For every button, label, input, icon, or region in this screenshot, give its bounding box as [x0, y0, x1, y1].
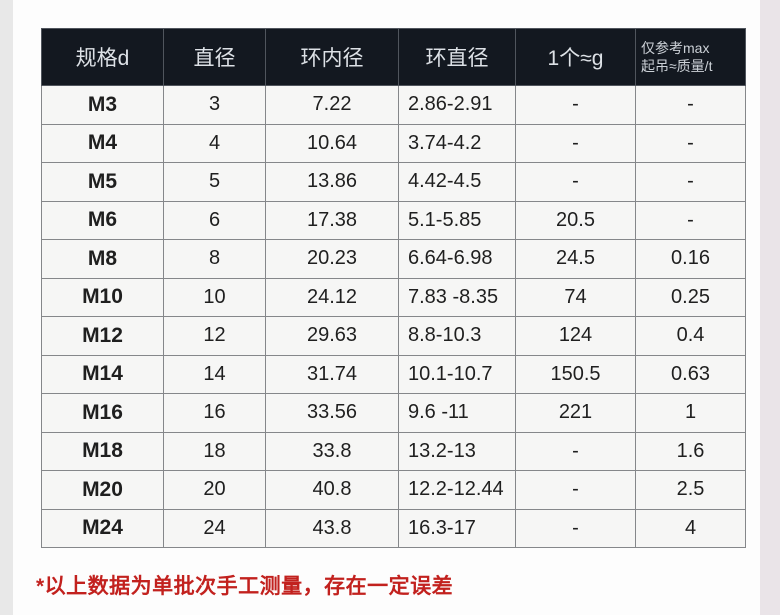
cell-weight_g: -: [515, 162, 636, 202]
left-edge-strip: [0, 0, 13, 615]
cell-ring_inner_diameter: 20.23: [265, 239, 399, 279]
cell-diameter: 24: [163, 508, 266, 548]
header-cell-weight: 1个≈g: [515, 28, 636, 86]
cell-ring_inner_diameter: 43.8: [265, 508, 399, 548]
cell-ring_inner_diameter: 33.56: [265, 393, 399, 433]
cell-ring_inner_diameter: 24.12: [265, 277, 399, 317]
header-max-line1: 仅参考max: [641, 39, 710, 56]
cell-spec: M5: [41, 162, 164, 202]
table-row: M5 5 13.86 4.42-4.5- -: [41, 162, 746, 202]
cell-diameter: 14: [163, 354, 266, 394]
cell-max_lift_t: 4: [635, 508, 746, 548]
cell-diameter: 5: [163, 162, 266, 202]
cell-weight_g: 150.5: [515, 354, 636, 394]
table-row: M10 10 24.12 7.83 -8.35 74 0.25: [41, 277, 746, 317]
cell-weight_g: 24.5: [515, 239, 636, 279]
cell-max_lift_t: -: [635, 162, 746, 202]
cell-spec: M3: [41, 85, 164, 125]
cell-weight_g: 221: [515, 393, 636, 433]
cell-max_lift_t: 2.5: [635, 470, 746, 510]
cell-ring_diameter: 3.74-4.2: [398, 123, 516, 163]
cell-weight_g: -: [515, 470, 636, 510]
cell-ring_inner_diameter: 13.86: [265, 162, 399, 202]
cell-ring_diameter: 2.86-2.91: [398, 85, 516, 125]
cell-weight_g: 124: [515, 316, 636, 356]
cell-weight_g: 74: [515, 277, 636, 317]
cell-weight_g: 20.5: [515, 200, 636, 240]
cell-spec: M10: [41, 277, 164, 317]
cell-ring_diameter: 16.3-17: [398, 508, 516, 548]
table-row: M14 14 31.74 10.1-10.7 150.5 0.63: [41, 354, 746, 394]
cell-ring_diameter: 5.1-5.85: [398, 200, 516, 240]
table-row: M3 3 7.22 2.86-2.91- -: [41, 85, 746, 125]
cell-ring_diameter: 8.8-10.3: [398, 316, 516, 356]
cell-max_lift_t: 0.25: [635, 277, 746, 317]
cell-max_lift_t: -: [635, 85, 746, 125]
cell-spec: M14: [41, 354, 164, 394]
cell-spec: M18: [41, 431, 164, 471]
cell-diameter: 20: [163, 470, 266, 510]
cell-diameter: 4: [163, 123, 266, 163]
header-cell-ring-inner-diameter: 环内径: [265, 28, 399, 86]
table-row: M6 6 17.38 5.1-5.85 20.5-: [41, 200, 746, 240]
header-cell-ring-diameter: 环直径: [398, 28, 516, 86]
table-row: M12 12 29.63 8.8-10.3 124 0.4: [41, 316, 746, 356]
cell-max_lift_t: 0.4: [635, 316, 746, 356]
cell-spec: M16: [41, 393, 164, 433]
header-cell-max-lift: 仅参考max 起吊≈质量/t: [635, 28, 746, 86]
cell-ring_diameter: 12.2-12.44: [398, 470, 516, 510]
cell-ring_diameter: 13.2-13: [398, 431, 516, 471]
cell-weight_g: -: [515, 508, 636, 548]
cell-diameter: 16: [163, 393, 266, 433]
cell-spec: M24: [41, 508, 164, 548]
cell-spec: M20: [41, 470, 164, 510]
cell-ring_inner_diameter: 17.38: [265, 200, 399, 240]
table-row: M4 4 10.64 3.74-4.2- -: [41, 123, 746, 163]
right-edge-strip: [760, 0, 780, 615]
cell-ring_inner_diameter: 33.8: [265, 431, 399, 471]
cell-diameter: 18: [163, 431, 266, 471]
cell-diameter: 12: [163, 316, 266, 356]
table-row: M24 24 43.8 16.3-17-4: [41, 508, 746, 548]
cell-ring_diameter: 10.1-10.7: [398, 354, 516, 394]
cell-max_lift_t: -: [635, 200, 746, 240]
header-cell-spec: 规格d: [41, 28, 164, 86]
cell-ring_inner_diameter: 29.63: [265, 316, 399, 356]
cell-ring_diameter: 7.83 -8.35: [398, 277, 516, 317]
cell-spec: M6: [41, 200, 164, 240]
table-row: M8 8 20.23 6.64-6.98 24.5 0.16: [41, 239, 746, 279]
table-body: M3 3 7.22 2.86-2.91- - M4 4 10.64 3.74-4.2- - M5 5 1…: [41, 85, 746, 548]
cell-spec: M12: [41, 316, 164, 356]
table-header-row: 规格d 直径 环内径 环直径 1个≈g 仅参考max 起吊≈质量/t: [41, 28, 746, 86]
cell-diameter: 8: [163, 239, 266, 279]
cell-max_lift_t: 1.6: [635, 431, 746, 471]
cell-ring_inner_diameter: 10.64: [265, 123, 399, 163]
table-row: M16 16 33.56 9.6 -11 221 1: [41, 393, 746, 433]
cell-spec: M8: [41, 239, 164, 279]
cell-weight_g: -: [515, 85, 636, 125]
footnote-note: *以上数据为单批次手工测量，存在一定误差: [36, 575, 454, 598]
cell-diameter: 6: [163, 200, 266, 240]
cell-weight_g: -: [515, 431, 636, 471]
cell-diameter: 10: [163, 277, 266, 317]
cell-max_lift_t: 1: [635, 393, 746, 433]
header-cell-diameter: 直径: [163, 28, 266, 86]
cell-max_lift_t: 0.16: [635, 239, 746, 279]
cell-ring_inner_diameter: 40.8: [265, 470, 399, 510]
cell-ring_diameter: 6.64-6.98: [398, 239, 516, 279]
cell-ring_diameter: 4.42-4.5: [398, 162, 516, 202]
cell-weight_g: -: [515, 123, 636, 163]
cell-ring_inner_diameter: 31.74: [265, 354, 399, 394]
cell-spec: M4: [41, 123, 164, 163]
header-max-line2: 起吊≈质量/t: [641, 58, 713, 74]
cell-ring_diameter: 9.6 -11: [398, 393, 516, 433]
cell-max_lift_t: -: [635, 123, 746, 163]
cell-ring_inner_diameter: 7.22: [265, 85, 399, 125]
spec-table: 规格d 直径 环内径 环直径 1个≈g 仅参考max 起吊≈质量/t M3 3 7.…: [41, 28, 746, 548]
table-row: M20 20 40.8 12.2-12.44-2.5: [41, 470, 746, 510]
cell-max_lift_t: 0.63: [635, 354, 746, 394]
table-row: M18 18 33.8 13.2-13-1.6: [41, 431, 746, 471]
cell-diameter: 3: [163, 85, 266, 125]
